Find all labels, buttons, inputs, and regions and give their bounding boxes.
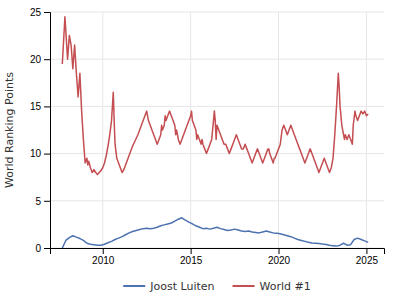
tick-mark: [191, 248, 192, 254]
grid-line: [102, 12, 103, 248]
tick-mark: [44, 106, 50, 107]
tick: 2015: [180, 248, 203, 266]
legend-label: Joost Luiten: [149, 280, 214, 293]
legend-swatch: [233, 285, 255, 287]
tick-label: 20: [30, 54, 42, 65]
tick: 5: [35, 196, 50, 207]
tick-mark: [44, 154, 50, 155]
legend-label: World #1: [260, 280, 311, 293]
tick-label: 2020: [268, 255, 291, 266]
tick-label: 5: [35, 196, 41, 207]
tick: 15: [30, 101, 50, 112]
tick: 2020: [268, 248, 291, 266]
grid-line: [190, 12, 191, 248]
tick-label: 15: [30, 101, 42, 112]
tick-mark: [44, 12, 50, 13]
grid-line: [278, 12, 279, 248]
tick: 2010: [92, 248, 115, 266]
tick-mark: [44, 59, 50, 60]
tick-label: 2010: [92, 255, 115, 266]
axis-line: [44, 13, 51, 249]
legend-item: Joost Luiten: [123, 280, 214, 293]
plot: 20102015202020250510152025World Ranking …: [3, 7, 385, 266]
legend: Joost Luiten World #1: [123, 280, 311, 293]
tick-label: 2025: [356, 255, 379, 266]
tick: 2025: [356, 248, 379, 266]
tick: 10: [30, 148, 50, 159]
tick-label: 10: [30, 148, 42, 159]
grid-line: [366, 12, 367, 248]
chart: 20102015202020250510152025World Ranking …: [0, 0, 400, 300]
tick-label: 2015: [180, 255, 203, 266]
tick: 0: [35, 243, 50, 254]
series-group: [62, 17, 368, 248]
line: [62, 218, 368, 248]
y-axis-title: World Ranking Points: [3, 72, 16, 188]
grid-line: [50, 59, 384, 60]
x-axis: 2010 2015 2020 2025: [51, 248, 385, 266]
grid-line: [50, 12, 384, 13]
tick-mark: [366, 248, 367, 254]
tick: 20: [30, 54, 50, 65]
grid: [50, 12, 384, 248]
y-axis: 0 5 10 15 20 25: [30, 7, 51, 254]
tick: 25: [30, 7, 50, 18]
axis-line: [51, 249, 385, 255]
tick-mark: [279, 248, 280, 254]
grid-line: [50, 200, 384, 201]
tick-label: 0: [35, 243, 41, 254]
tick-mark: [44, 201, 50, 202]
tick-mark: [44, 248, 50, 249]
grid-line: [50, 106, 384, 107]
tick-mark: [103, 248, 104, 254]
tick-label: 25: [30, 7, 42, 18]
line: [62, 17, 368, 175]
legend-swatch: [123, 285, 145, 287]
legend-item: World #1: [233, 280, 311, 293]
